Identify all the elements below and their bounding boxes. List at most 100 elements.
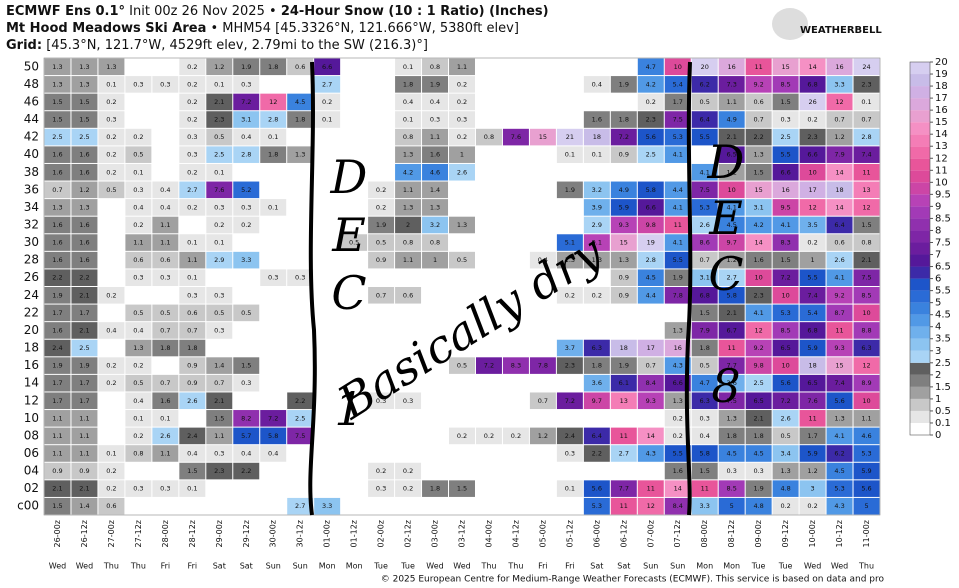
cell — [718, 58, 745, 76]
cell — [260, 128, 287, 146]
colorbar-bin — [910, 242, 930, 255]
cell-value: 1.8 — [727, 432, 737, 440]
cell — [71, 269, 98, 286]
day-label: Mon — [696, 562, 713, 571]
cell — [287, 146, 314, 163]
colorbar-bin — [910, 374, 930, 387]
cell — [556, 427, 583, 445]
cell — [179, 128, 206, 146]
cell — [772, 410, 799, 427]
cell — [395, 234, 422, 251]
cell-value: 1.9 — [565, 186, 575, 194]
cell — [718, 163, 745, 181]
cell — [718, 93, 745, 111]
cell — [718, 427, 745, 445]
cell-value: 11 — [808, 414, 816, 422]
cell-value: 1 — [433, 256, 437, 264]
cell-value: 1.3 — [673, 397, 683, 405]
cell — [664, 392, 691, 410]
cell-value: 5.8 — [700, 449, 710, 457]
cell-value: 1.9 — [619, 362, 629, 370]
cell — [287, 93, 314, 111]
cell — [853, 234, 880, 251]
cell-value: 7.5 — [700, 186, 710, 194]
cell-value: 0.3 — [214, 291, 224, 299]
cell-value: 2.2 — [241, 467, 251, 475]
day-label: Sat — [590, 562, 603, 571]
row-label: 36 — [24, 182, 39, 196]
cell — [44, 111, 71, 128]
cell-value: 2.1 — [727, 133, 737, 141]
cell-value: 0.7 — [187, 326, 197, 334]
x-tick-label: 06-00z — [592, 520, 601, 547]
cell-value: 9.2 — [753, 344, 763, 352]
cell-value: 4.1 — [834, 432, 844, 440]
cell-value: 0.3 — [241, 203, 251, 211]
cell — [826, 357, 853, 374]
cell — [475, 427, 502, 445]
cell — [853, 287, 880, 304]
x-tick-label: 05-00z — [538, 520, 547, 547]
cell-value: 5.9 — [619, 203, 629, 211]
cell-value: 0.4 — [187, 449, 197, 457]
cell-value: 1.5 — [780, 98, 790, 106]
cell-value: 2.3 — [214, 467, 224, 475]
cell-value: 7.5 — [861, 274, 871, 282]
cell-value: 1.8 — [592, 362, 602, 370]
cell — [691, 181, 718, 199]
colorbar-bin — [910, 314, 930, 327]
cell — [745, 269, 772, 286]
cell-value: 9.7 — [592, 397, 602, 405]
cell-value: 4.1 — [753, 309, 763, 317]
cell-value: 11 — [620, 432, 628, 440]
colorbar-bin — [910, 230, 930, 243]
cell — [44, 287, 71, 304]
cell — [637, 181, 664, 199]
cell-value: 10 — [808, 168, 816, 176]
colorbar-label: 4.5 — [935, 310, 951, 321]
cell-value: 1.1 — [430, 133, 440, 141]
cell — [502, 357, 529, 374]
cell — [745, 339, 772, 357]
x-tick-label: 10-00z — [808, 520, 817, 547]
cell — [422, 58, 449, 76]
cell — [691, 269, 718, 286]
cell-value: 0.7 — [834, 116, 844, 124]
logo-globe — [772, 8, 808, 40]
cell — [233, 251, 260, 269]
cell-value: 0.8 — [430, 239, 440, 247]
cell-value: 1.6 — [79, 221, 89, 229]
cell-value: 2.1 — [79, 291, 89, 299]
cell — [179, 93, 206, 111]
cell — [179, 76, 206, 93]
cell — [125, 199, 152, 216]
cell-value: 1.6 — [52, 221, 62, 229]
cell — [745, 445, 772, 462]
cell-value: 2.3 — [861, 80, 871, 88]
cell-value: 15 — [539, 133, 547, 141]
cell-value: 1.9 — [619, 80, 629, 88]
row-label: 42 — [24, 130, 39, 144]
cell — [179, 146, 206, 163]
cell-value: 0.3 — [295, 274, 305, 282]
colorbar-label: 11 — [935, 165, 948, 176]
cell — [44, 462, 71, 480]
cell-value: 3.2 — [430, 221, 440, 229]
cell-value: 0.8 — [484, 133, 494, 141]
day-label: Sat — [617, 562, 630, 571]
cell-value: 0.1 — [187, 239, 197, 247]
cell — [179, 111, 206, 128]
cell — [206, 392, 233, 410]
cell-value: 0.4 — [133, 203, 143, 211]
cell-value: 9.3 — [834, 344, 844, 352]
cell-value: 0.8 — [403, 133, 413, 141]
cell-value: 10 — [862, 309, 870, 317]
x-tick-label: 29-00z — [215, 520, 224, 547]
cell — [44, 93, 71, 111]
cell — [583, 216, 610, 234]
cell-value: 1.2 — [727, 256, 737, 264]
cell-value: 2.8 — [861, 133, 871, 141]
cell-value: 1.1 — [79, 432, 89, 440]
cell — [799, 234, 826, 251]
cell-value: 1.2 — [214, 63, 224, 71]
